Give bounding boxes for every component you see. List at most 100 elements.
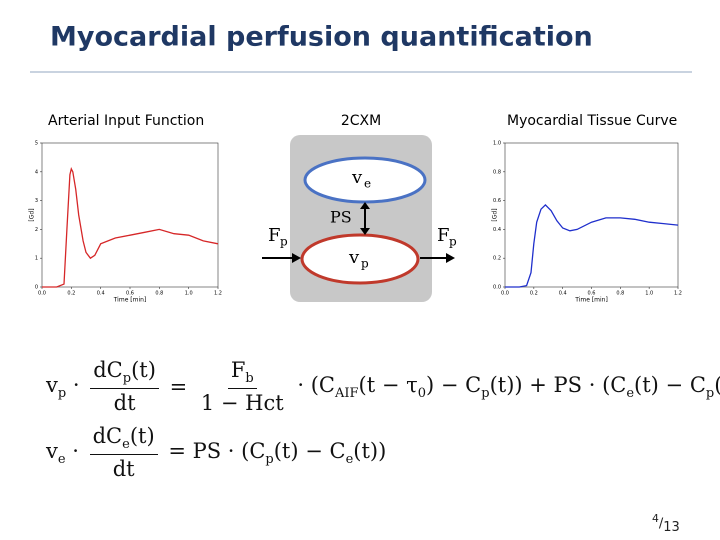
- math-text: dC: [92, 424, 123, 448]
- vp-compartment: [300, 233, 420, 285]
- inflow-arrowhead: [292, 253, 301, 263]
- math-text: v: [46, 372, 58, 397]
- y-tick-label: 1: [35, 256, 38, 262]
- equation: ve · dCe(t) dt = PS · (Cp(t) − Ce(t)): [46, 424, 386, 481]
- page-number: 4/13: [652, 512, 680, 535]
- chart-title: Arterial Input Function: [48, 113, 204, 129]
- ps-label: PS: [330, 208, 352, 227]
- x-tick-label: 1.2: [214, 291, 222, 297]
- math-text: (t): [131, 358, 156, 382]
- ve-symbol: v: [351, 167, 363, 188]
- page-current: 4: [652, 512, 659, 525]
- vp-symbol: v: [348, 247, 360, 268]
- math-text: dC: [93, 358, 123, 382]
- plot-frame: [41, 142, 219, 288]
- y-tick-label: 3: [35, 198, 38, 204]
- math-text: F: [230, 358, 246, 382]
- x-tick-label: 0.2: [67, 291, 75, 297]
- chart-title: Myocardial Tissue Curve: [507, 113, 677, 129]
- math-text: (t) − C: [634, 372, 706, 397]
- y-tick-label: 0.6: [493, 198, 501, 204]
- x-tick-label: 0.6: [588, 291, 596, 297]
- subscript: b: [245, 371, 254, 387]
- subscript: e: [122, 437, 130, 453]
- math-text: (t)) + PS · (C: [489, 372, 627, 397]
- subscript: 0: [417, 385, 427, 401]
- x-tick-label: 0.2: [530, 291, 538, 297]
- y-tick-label: 1.0: [493, 141, 501, 147]
- page-total: 13: [663, 519, 680, 535]
- subscript: e: [345, 451, 354, 467]
- x-tick-label: 0.4: [559, 291, 567, 297]
- fp-out-subscript: p: [449, 235, 457, 249]
- x-axis-label: Time [min]: [574, 297, 608, 304]
- math-text: dt: [112, 457, 135, 482]
- math-run: · (CAIF(t − τ0) − Cp(t)) + PS · (Ce(t) −…: [291, 373, 720, 401]
- subscript: p: [57, 385, 67, 401]
- math-text: v: [46, 438, 58, 463]
- numerator: dCp(t): [90, 358, 159, 390]
- math-text: (t): [129, 424, 155, 448]
- y-axis-label: [Gd]: [29, 208, 36, 221]
- equation: vp · dCp(t) dt = Fb 1 − Hct · (CAIF(t − τ0…: [46, 358, 720, 415]
- data-line: [42, 167, 219, 288]
- x-tick-label: 1.0: [185, 291, 193, 297]
- x-tick-label: 1.0: [645, 291, 653, 297]
- y-tick-label: 0.4: [493, 227, 501, 233]
- fraction: dCe(t) dt: [89, 424, 158, 481]
- diagram-title: 2CXM: [341, 113, 381, 129]
- y-tick-label: 4: [35, 169, 38, 175]
- outflow-arrowhead: [446, 253, 455, 263]
- x-tick-label: 0.6: [126, 291, 134, 297]
- y-tick-label: 0.8: [493, 169, 501, 175]
- subscript: e: [57, 451, 66, 467]
- math-text: (t) − C: [273, 438, 346, 463]
- y-tick-label: 0.2: [493, 256, 501, 262]
- plot-frame: [504, 142, 679, 288]
- subscript: e: [626, 385, 635, 401]
- exchange-arrowheads: [360, 202, 370, 235]
- subscript: AIF: [334, 385, 359, 401]
- y-axis-label: [Gd]: [492, 208, 499, 221]
- subscript: p: [122, 371, 132, 387]
- y-tick-label: 0.0: [493, 285, 501, 291]
- vp-subscript: p: [361, 257, 369, 271]
- fp-in-symbol: F: [268, 225, 281, 246]
- denominator: dt: [111, 389, 139, 415]
- subscript: p: [481, 385, 490, 401]
- denominator: dt: [110, 455, 138, 481]
- x-tick-label: 0.8: [616, 291, 624, 297]
- slide-title: Myocardial perfusion quantification: [50, 22, 593, 53]
- data-line: [505, 203, 679, 288]
- math-text: dt: [113, 391, 136, 416]
- math-run: ve ·: [46, 439, 86, 467]
- y-tick-label: 0: [35, 285, 38, 291]
- math-text: (t − τ: [358, 372, 418, 397]
- fp-in-subscript: p: [280, 235, 288, 249]
- fraction: dCp(t) dt: [90, 358, 159, 415]
- math-text: = PS · (C: [161, 438, 266, 463]
- y-tick-label: 2: [35, 227, 38, 233]
- math-run: vp ·: [46, 373, 86, 401]
- math-text: 1 − Hct: [200, 391, 284, 416]
- fraction: Fb 1 − Hct: [198, 358, 287, 415]
- x-tick-label: 0.0: [38, 291, 46, 297]
- x-tick-label: 0.8: [155, 291, 163, 297]
- ve-subscript: e: [364, 177, 371, 191]
- numerator: dCe(t): [89, 424, 158, 456]
- math-text: (t)): [353, 438, 387, 463]
- numerator: Fb: [227, 358, 257, 390]
- subscript: p: [705, 385, 715, 401]
- denominator: 1 − Hct: [198, 389, 287, 415]
- math-run: = PS · (Cp(t) − Ce(t)): [161, 438, 387, 467]
- page-separator: /: [658, 516, 664, 532]
- math-text: · (C: [290, 372, 335, 397]
- x-tick-label: 0.4: [97, 291, 105, 297]
- math-run: =: [163, 375, 194, 399]
- math-text: =: [162, 374, 194, 399]
- x-axis-label: Time [min]: [113, 297, 147, 304]
- math-text: ·: [65, 438, 86, 463]
- y-tick-label: 5: [35, 141, 38, 147]
